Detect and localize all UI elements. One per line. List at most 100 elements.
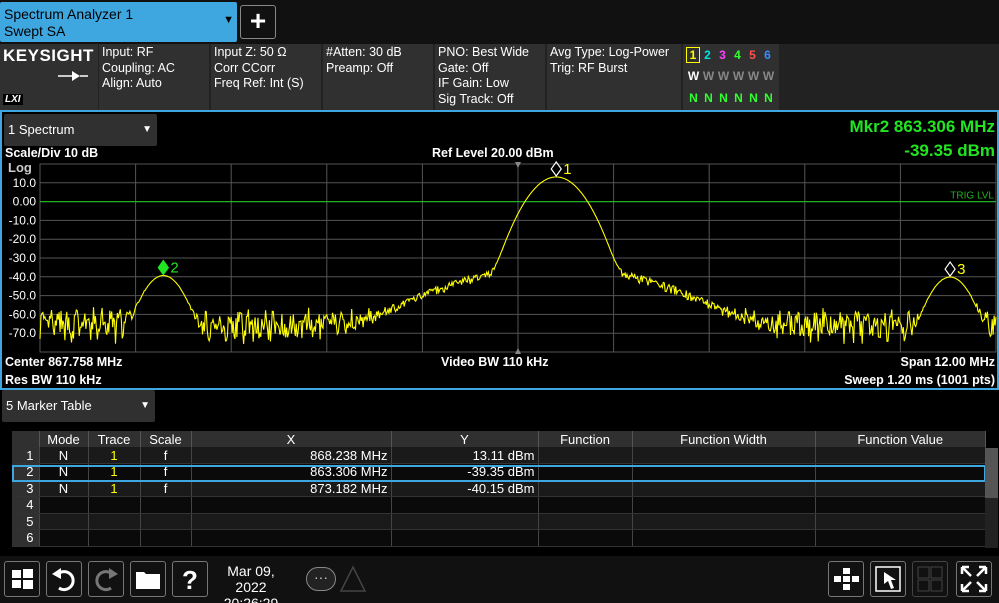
add-screen-button[interactable]: +	[240, 5, 276, 39]
marker-number-cell: 4	[12, 496, 40, 514]
col-header-y: Y	[391, 431, 539, 447]
video-bw-label: Video BW 110 kHz	[441, 355, 549, 369]
function-value-cell	[815, 447, 986, 464]
trace-1-line	[39, 176, 997, 345]
table-row[interactable]: 3 N 1 f 873.182 MHz -40.15 dBm	[12, 480, 986, 497]
marker-number-cell: 2	[12, 463, 40, 481]
full-screen-button[interactable]	[956, 561, 992, 597]
grid-button[interactable]	[912, 561, 948, 597]
y-tick-label: -70.0	[9, 326, 37, 340]
marker-2-label: 2	[170, 260, 178, 277]
table-scrollbar-thumb[interactable]	[985, 448, 998, 498]
scale-cell	[140, 496, 192, 514]
function-width-cell	[632, 463, 816, 481]
function-width-cell	[632, 480, 816, 497]
col-header-scale: Scale	[140, 431, 192, 447]
input-settings[interactable]: Input: RF Coupling: AC Align: Auto	[99, 44, 209, 110]
help-button[interactable]: ?	[172, 561, 208, 597]
rf-input-icon	[58, 71, 88, 81]
touch-button[interactable]	[870, 561, 906, 597]
function-cell	[538, 529, 633, 547]
tile-layout-button[interactable]	[828, 561, 864, 597]
attenuation-settings[interactable]: #Atten: 30 dB Preamp: Off	[323, 44, 433, 110]
marker-2-diamond[interactable]	[157, 259, 170, 276]
function-cell	[538, 513, 633, 530]
span-label: Span 12.00 MHz	[900, 355, 995, 369]
col-header-function-width: Function Width	[632, 431, 816, 447]
col-header-function-value: Function Value	[815, 431, 986, 447]
col-header-function: Function	[538, 431, 633, 447]
pno-settings[interactable]: PNO: Best Wide Gate: Off IF Gain: Low Si…	[435, 44, 545, 110]
spectrum-window-menu[interactable]: 1 Spectrum ▼	[4, 114, 157, 146]
center-freq-label: Center 867.758 MHz	[5, 355, 123, 369]
res-bw-label: Res BW 110 kHz	[5, 373, 102, 387]
table-row[interactable]: 2 N 1 f 863.306 MHz -39.35 dBm	[12, 463, 986, 481]
if-gain-label: IF Gain: Low	[438, 76, 509, 90]
file-button[interactable]	[130, 561, 166, 597]
input-z-settings[interactable]: Input Z: 50 Ω Corr CCorr Freq Ref: Int (…	[211, 44, 321, 110]
trace-type-5: W	[747, 69, 760, 83]
lxi-logo: LXI	[3, 94, 23, 105]
y-tick-label: -60.0	[9, 307, 37, 321]
redo-icon	[95, 568, 118, 592]
spectrum-window[interactable]: 10.0 0.00 -10.0 -20.0 -30.0 -40.0 -50.0 -60.0 -7…	[0, 110, 999, 390]
marker-3-label: 3	[957, 261, 965, 278]
trace-cell: 1	[88, 480, 141, 497]
marker-number-cell: 3	[12, 480, 40, 497]
folder-icon	[136, 572, 160, 589]
table-row[interactable]: 6	[12, 529, 986, 547]
table-row[interactable]: 4	[12, 496, 986, 514]
y-tick-label: -50.0	[9, 289, 37, 303]
marker-table[interactable]: Mode Trace Scale X Y Function Function W…	[12, 431, 986, 547]
redo-button[interactable]	[88, 561, 124, 597]
avg-settings[interactable]: Avg Type: Log-Power Trig: RF Burst	[547, 44, 681, 110]
trigger-level-label: TRIG LVL	[950, 191, 994, 202]
windows-button[interactable]	[4, 561, 40, 597]
trace-number-4[interactable]: 4	[734, 48, 741, 62]
mode-cell: N	[39, 447, 89, 464]
undo-button[interactable]	[46, 561, 82, 597]
scale-cell: f	[140, 463, 192, 481]
trace-detector-3: N	[719, 91, 728, 105]
touch-icon	[875, 566, 901, 592]
col-header-trace: Trace	[88, 431, 141, 447]
trace-detector-1: N	[689, 91, 698, 105]
message-icon[interactable]: ···	[306, 567, 336, 591]
trace-type-4: W	[732, 69, 745, 83]
freq-ref-label: Freq Ref: Int (S)	[214, 76, 304, 90]
function-width-cell	[632, 447, 816, 464]
y-value-cell	[391, 513, 539, 530]
ref-level-arrow-icon	[515, 162, 521, 168]
marker-3-diamond[interactable]	[944, 261, 956, 278]
mode-cell	[39, 529, 89, 547]
table-row[interactable]: 5	[12, 513, 986, 530]
marker-1-diamond[interactable]	[550, 160, 562, 177]
function-value-cell	[815, 496, 986, 514]
trace-number-1[interactable]: 1	[686, 47, 700, 63]
atten-label: #Atten: 30 dB	[326, 45, 402, 59]
warning-icon[interactable]	[339, 565, 367, 593]
marker-number-cell: 1	[12, 447, 40, 464]
avg-type-label: Avg Type: Log-Power	[550, 45, 670, 59]
y-tick-label: -10.0	[9, 213, 37, 227]
trace-number-2[interactable]: 2	[704, 48, 711, 62]
function-value-cell	[815, 463, 986, 481]
trace-number-5[interactable]: 5	[749, 48, 756, 62]
table-row[interactable]: 1 N 1 f 868.238 MHz 13.11 dBm	[12, 447, 986, 464]
x-value-cell	[191, 529, 392, 547]
tile-layout-icon	[834, 568, 859, 590]
x-value-cell	[191, 496, 392, 514]
function-width-cell	[632, 513, 816, 530]
marker-table-window-menu[interactable]: 5 Marker Table ▼	[2, 390, 155, 422]
y-value-cell	[391, 496, 539, 514]
app-tab[interactable]: Spectrum Analyzer 1 Swept SA ▼	[0, 2, 237, 42]
input-label: Input: RF	[102, 45, 154, 59]
spectrum-plot[interactable]: 10.0 0.00 -10.0 -20.0 -30.0 -40.0 -50.0 -60.0 -7…	[2, 112, 997, 388]
trace-number-3[interactable]: 3	[719, 48, 726, 62]
chevron-down-icon[interactable]: ▼	[223, 14, 234, 26]
trace-number-6[interactable]: 6	[764, 48, 771, 62]
preamp-label: Preamp: Off	[326, 60, 394, 75]
y-tick-label: 10.0	[13, 176, 37, 190]
